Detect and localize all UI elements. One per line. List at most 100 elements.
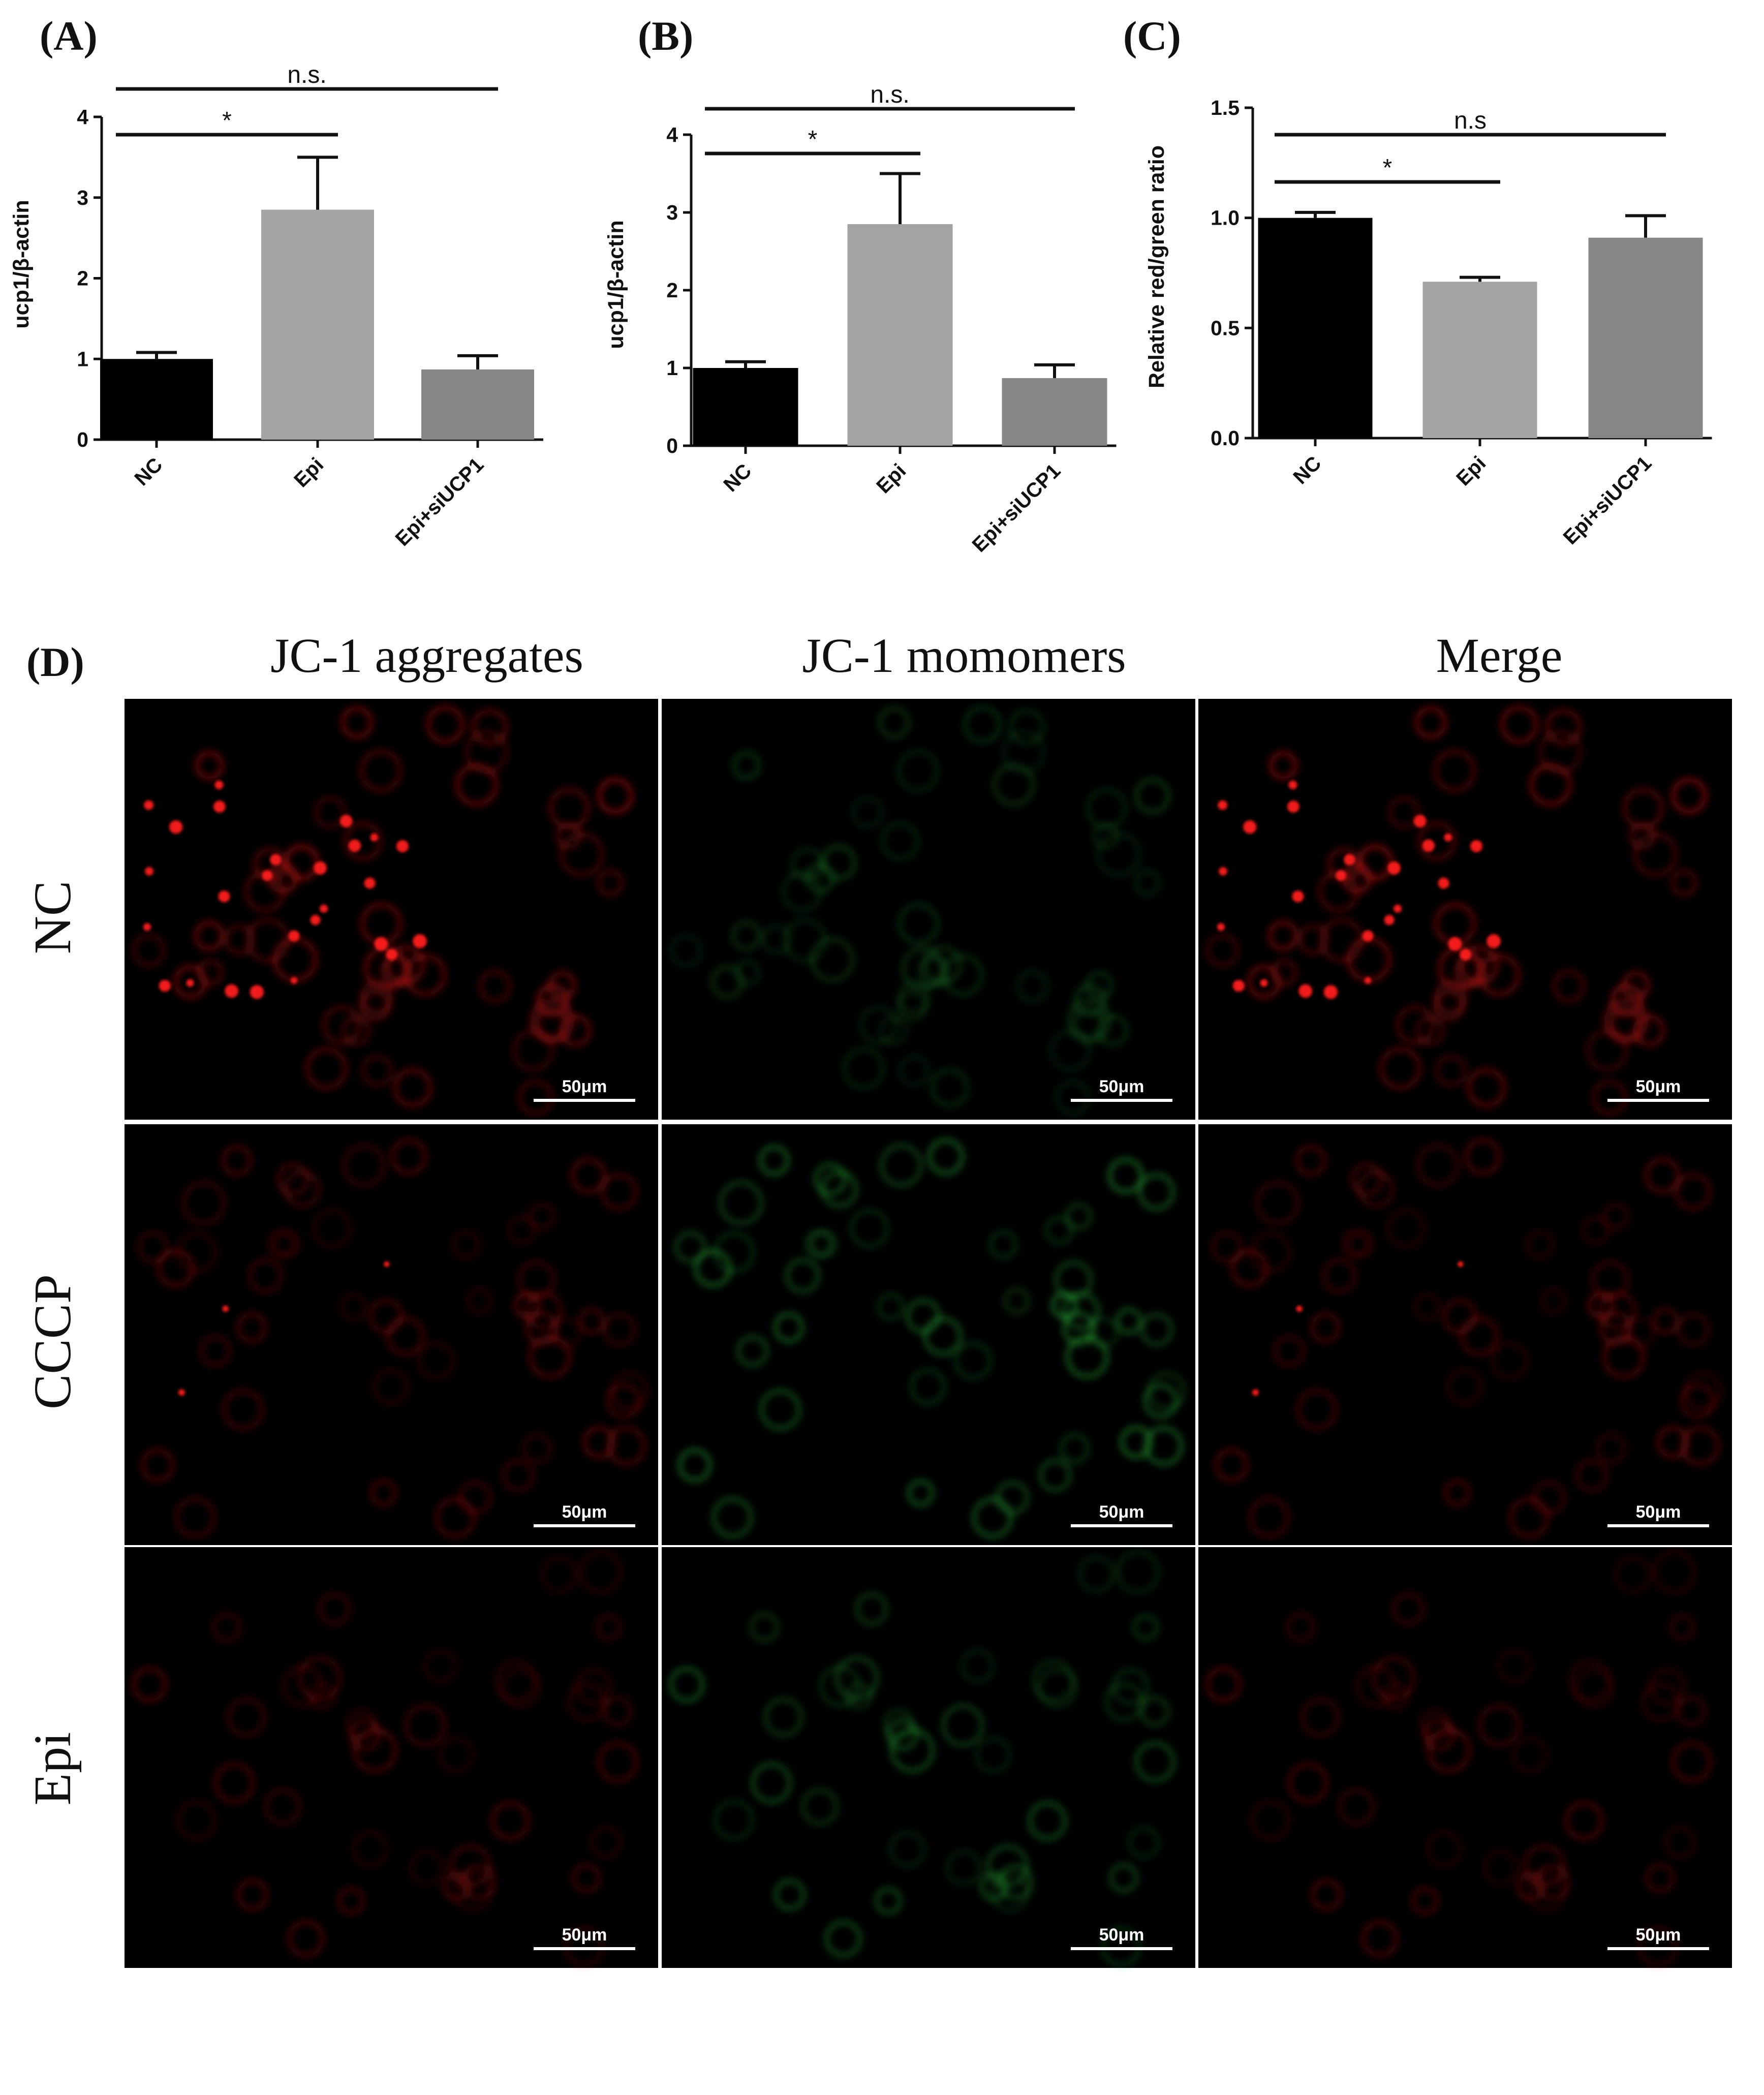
cell-layer: [1205, 1550, 1713, 1967]
cell: [1205, 1667, 1242, 1703]
micrograph-grid: 50μm 50μm 50μm 50μm 50μm 50μm 50μm 50μm 50μm: [122, 696, 1733, 2059]
cell-layer: [131, 1550, 639, 1967]
cell: [711, 1496, 754, 1538]
cell: [1319, 918, 1365, 963]
aggregate-spot: [222, 1305, 229, 1312]
micrograph-epi-jc-1-momomers: 50μm: [662, 1547, 1195, 1968]
cell: [606, 1426, 646, 1466]
cell: [1143, 1383, 1179, 1419]
aggregate-spot: [1217, 923, 1225, 931]
cell: [221, 1145, 253, 1177]
cell: [988, 1229, 1018, 1260]
cell: [563, 1926, 605, 1967]
y-tick-label: 1.5: [1211, 96, 1240, 119]
cell: [930, 1068, 970, 1108]
column-header-monomers: JC-1 momomers: [802, 628, 1126, 683]
cell: [1652, 1307, 1680, 1335]
y-tick-label: 1: [77, 347, 88, 371]
cell: [517, 1080, 554, 1116]
cell: [963, 705, 1002, 744]
cell: [521, 1433, 553, 1464]
cell: [905, 1298, 941, 1334]
cell: [317, 1592, 352, 1626]
cell: [718, 1180, 764, 1226]
bar-chart-b: 0 1 2 3 4 ucp1/β-actin NC Epi Epi+siUCP1 * n.s.: [604, 81, 1117, 557]
aggregate-spot: [1243, 820, 1257, 834]
aggregate-spot: [1298, 984, 1313, 998]
cell: [606, 1383, 642, 1419]
cell: [889, 1728, 935, 1773]
bar-nc: [100, 359, 213, 440]
x-tick-label-epi-siucp1: Epi+siUCP1: [968, 459, 1065, 557]
cell: [174, 1496, 216, 1538]
cell: [570, 1157, 607, 1194]
bar-nc: [1258, 218, 1373, 438]
cell: [385, 945, 425, 985]
aggregate-spot: [1292, 890, 1304, 903]
cell: [1417, 821, 1457, 861]
cell: [582, 1425, 616, 1459]
cell-layer: [137, 1138, 649, 1538]
cell: [1127, 1826, 1160, 1859]
cell: [1443, 1478, 1471, 1507]
cell: [501, 1458, 535, 1492]
aggregate-spot: [1252, 1389, 1259, 1396]
bar-epi: [261, 209, 374, 440]
cell: [1003, 1287, 1031, 1315]
bar-epi: [847, 224, 953, 446]
cell: [1433, 990, 1465, 1022]
cell: [1598, 1311, 1633, 1346]
cell: [1497, 1648, 1532, 1684]
x-tick-label-nc: NC: [130, 453, 167, 490]
micrograph-epi-merge: 50μm: [1198, 1547, 1732, 1968]
cell: [341, 706, 374, 739]
cell: [213, 1762, 255, 1804]
aggregate-spot: [1448, 937, 1462, 951]
micrograph-nc-jc-1-aggregates: 50μm: [125, 699, 658, 1120]
column-header-merge: Merge: [1436, 628, 1563, 683]
cell: [1038, 1458, 1072, 1492]
cell: [1100, 1926, 1142, 1967]
cell: [132, 933, 166, 968]
cell: [490, 1801, 531, 1841]
cell: [536, 983, 570, 1017]
cell: [297, 1655, 343, 1701]
cell: [945, 1849, 982, 1886]
cell: [1414, 706, 1447, 739]
cell: [1637, 1926, 1679, 1967]
aggregate-layer: [143, 780, 427, 999]
cell: [1015, 969, 1049, 1003]
cell: [732, 751, 761, 780]
cell: [466, 1287, 493, 1315]
cell: [1621, 971, 1651, 1000]
cell: [922, 945, 963, 985]
aggregate-spot: [1344, 854, 1355, 866]
cell: [530, 998, 575, 1044]
significance-label: n.s: [1454, 107, 1487, 134]
cell: [181, 1180, 227, 1226]
cell: [1147, 1371, 1186, 1411]
panel-label-a: (A): [40, 13, 98, 59]
aggregate-spot: [1444, 833, 1452, 842]
cell: [731, 920, 762, 951]
aggregate-spot: [374, 937, 388, 951]
cell: [1044, 1215, 1074, 1245]
cell: [972, 1497, 1013, 1538]
cell: [849, 1208, 890, 1249]
cell-layer: [1211, 1138, 1723, 1538]
cell: [435, 1497, 476, 1538]
cell: [305, 1047, 348, 1090]
cell: [1411, 1887, 1439, 1915]
cell: [1310, 1878, 1343, 1911]
aggregate-spot: [1387, 861, 1401, 875]
cell: [1077, 1555, 1116, 1593]
cell: [1396, 1005, 1435, 1045]
cell: [404, 1704, 447, 1747]
cell: [842, 1047, 885, 1090]
cell: [1564, 1801, 1604, 1841]
bar-epi-siucp1: [1588, 237, 1703, 438]
cell: [1668, 1614, 1696, 1641]
cell: [1610, 1007, 1643, 1040]
cell: [898, 1054, 931, 1087]
cell: [1680, 1426, 1720, 1466]
